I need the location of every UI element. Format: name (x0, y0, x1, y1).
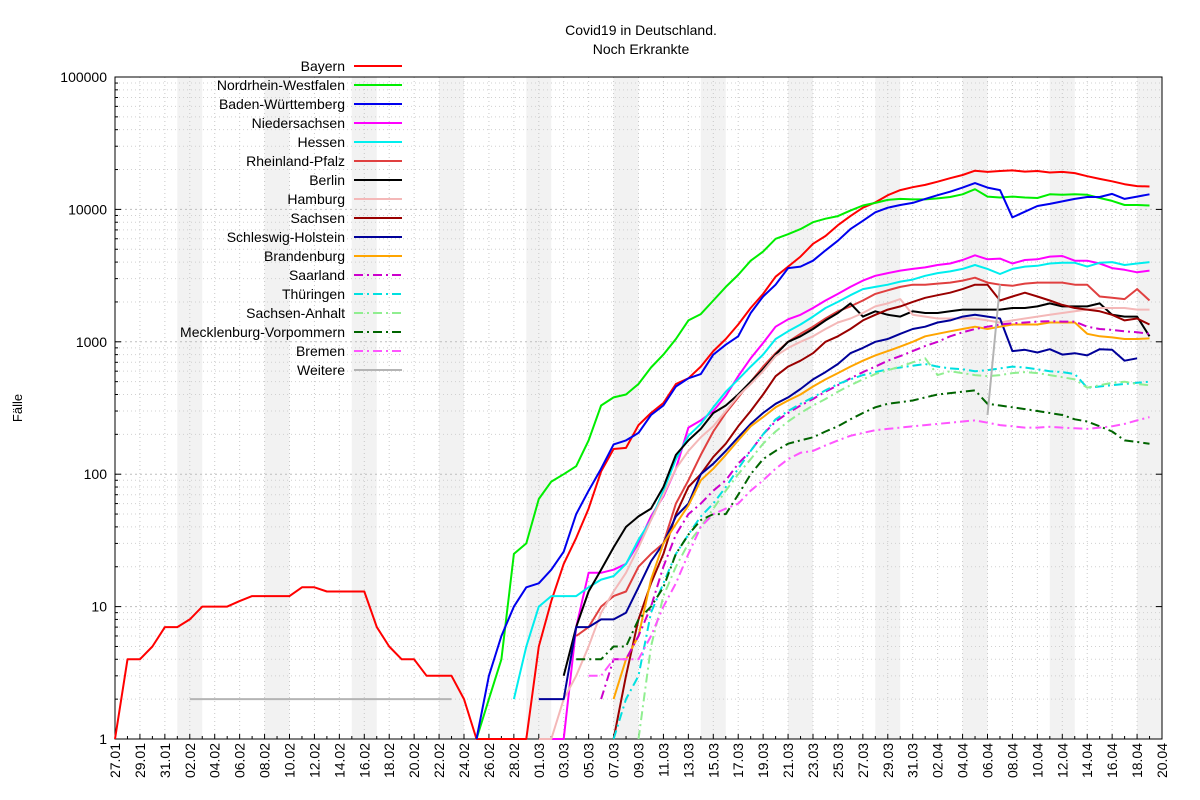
series-line-niedersachsen (551, 254, 1150, 740)
x-tick-label: 09.03 (631, 743, 647, 778)
weekend-band (264, 77, 290, 739)
x-tick-label: 17.03 (730, 743, 746, 778)
legend-label: Saarland (289, 267, 345, 283)
x-tick-label: 10.02 (282, 743, 298, 778)
x-tick-label: 22.02 (431, 743, 447, 778)
y-tick-label: 10 (91, 599, 107, 615)
x-tick-label: 31.01 (157, 743, 173, 778)
x-tick-label: 19.03 (755, 743, 771, 778)
x-tick-label: 27.01 (107, 743, 123, 778)
legend-label: Mecklenburg-Vorpommern (180, 324, 345, 340)
legend-label: Baden-Württemberg (219, 96, 345, 112)
chart-title: Covid19 in Deutschland. (565, 22, 717, 38)
x-tick-label: 01.03 (531, 743, 547, 778)
x-tick-label: 03.03 (556, 743, 572, 778)
legend-label: Rheinland-Pfalz (246, 153, 345, 169)
legend-label: Bayern (301, 58, 345, 74)
legend-label: Niedersachsen (252, 115, 345, 131)
series-line-weitere (986, 284, 1001, 416)
series-line-bayern (114, 169, 1150, 740)
x-tick-label: 12.04 (1054, 743, 1070, 778)
x-tick-label: 13.03 (680, 743, 696, 778)
legend-label: Bremen (296, 343, 345, 359)
legend-label: Sachsen (291, 210, 345, 226)
legend-label: Berlin (309, 172, 345, 188)
y-tick-label: 1000 (76, 334, 107, 350)
legend: Bayern Nordrhein-Westfalen Baden-Württembe… (180, 58, 402, 378)
x-tick-label: 06.02 (232, 743, 248, 778)
y-axis-label: Fälle (10, 394, 25, 422)
x-tick-label: 04.04 (955, 743, 971, 778)
weekend-band (1049, 77, 1075, 739)
series-line-mecklenburg-vorpommern (576, 389, 1150, 661)
legend-label: Sachsen-Anhalt (246, 305, 345, 321)
legend-label: Hamburg (287, 191, 345, 207)
series-line-schleswig-holstein (538, 313, 1138, 701)
x-tick-label: 02.04 (930, 743, 946, 778)
series-line-hessen (512, 261, 1150, 700)
x-tick-label: 18.04 (1129, 743, 1145, 778)
y-tick-label: 100000 (60, 69, 107, 85)
series-line-rheinland-pfalz (575, 276, 1151, 637)
weekend-band (962, 77, 988, 739)
y-tick-label: 1 (99, 731, 107, 747)
x-tick-label: 11.03 (655, 743, 671, 777)
y-tick-label: 10000 (68, 201, 107, 217)
x-tick-label: 28.02 (506, 743, 522, 778)
x-tick-label: 16.02 (356, 743, 372, 778)
chart-subtitle: Noch Erkrankte (593, 41, 690, 57)
x-tick-label: 18.02 (381, 743, 397, 778)
legend-label: Hessen (298, 134, 345, 150)
x-tick-label: 07.03 (606, 743, 622, 778)
x-tick-label: 14.04 (1079, 743, 1095, 778)
x-axis: 27.01 29.01 31.01 02.02 04.02 06.02 08.02 10.02… (107, 734, 1170, 778)
weekend-band (526, 77, 552, 739)
x-tick-label: 25.03 (830, 743, 846, 778)
series-line-berlin (562, 302, 1151, 677)
x-tick-label: 29.01 (132, 743, 148, 778)
series-lines (114, 169, 1151, 740)
weekend-band (439, 77, 464, 739)
weekend-band (177, 77, 203, 739)
series-line-th-ringen (612, 363, 1150, 740)
x-tick-label: 20.02 (406, 743, 422, 778)
legend-label: Weitere (297, 362, 345, 378)
x-tick-label: 26.02 (481, 743, 497, 778)
x-tick-label: 15.03 (705, 743, 721, 778)
legend-label: Nordrhein-Westfalen (217, 77, 345, 93)
x-tick-label: 29.03 (880, 743, 896, 778)
x-tick-label: 31.03 (905, 743, 921, 778)
legend-label: Thüringen (282, 286, 345, 302)
x-tick-label: 05.03 (581, 743, 597, 778)
x-tick-label: 02.02 (182, 743, 198, 778)
weekend-band (1137, 77, 1162, 739)
weekend-band (351, 77, 377, 739)
weekend-band (613, 77, 639, 739)
x-tick-label: 12.02 (306, 743, 322, 778)
y-axis: 1 10 100 1000 10000 100000 (60, 69, 1162, 747)
x-tick-label: 27.03 (855, 743, 871, 778)
x-tick-label: 20.04 (1154, 743, 1170, 778)
y-tick-label: 100 (84, 466, 108, 482)
x-tick-label: 08.02 (257, 743, 273, 778)
series-line-bremen (588, 416, 1150, 677)
series-line-baden-w-rttemberg (475, 182, 1150, 740)
x-tick-label: 14.02 (331, 743, 347, 778)
weekend-band (875, 77, 901, 739)
series-line-nordrhein-westfalen (475, 188, 1150, 740)
x-tick-label: 08.04 (1004, 743, 1020, 778)
x-tick-label: 24.02 (456, 743, 472, 778)
legend-label: Schleswig-Holstein (227, 229, 345, 245)
x-tick-label: 16.04 (1104, 743, 1120, 778)
x-tick-label: 04.02 (207, 743, 223, 778)
series-line-hamburg (538, 298, 1150, 740)
x-tick-label: 10.04 (1029, 743, 1045, 778)
series-line-sachsen-anhalt (637, 357, 1150, 740)
x-tick-label: 23.03 (805, 743, 821, 778)
x-tick-label: 21.03 (780, 743, 796, 778)
legend-label: Brandenburg (264, 248, 345, 264)
x-tick-label: 06.04 (980, 743, 996, 778)
